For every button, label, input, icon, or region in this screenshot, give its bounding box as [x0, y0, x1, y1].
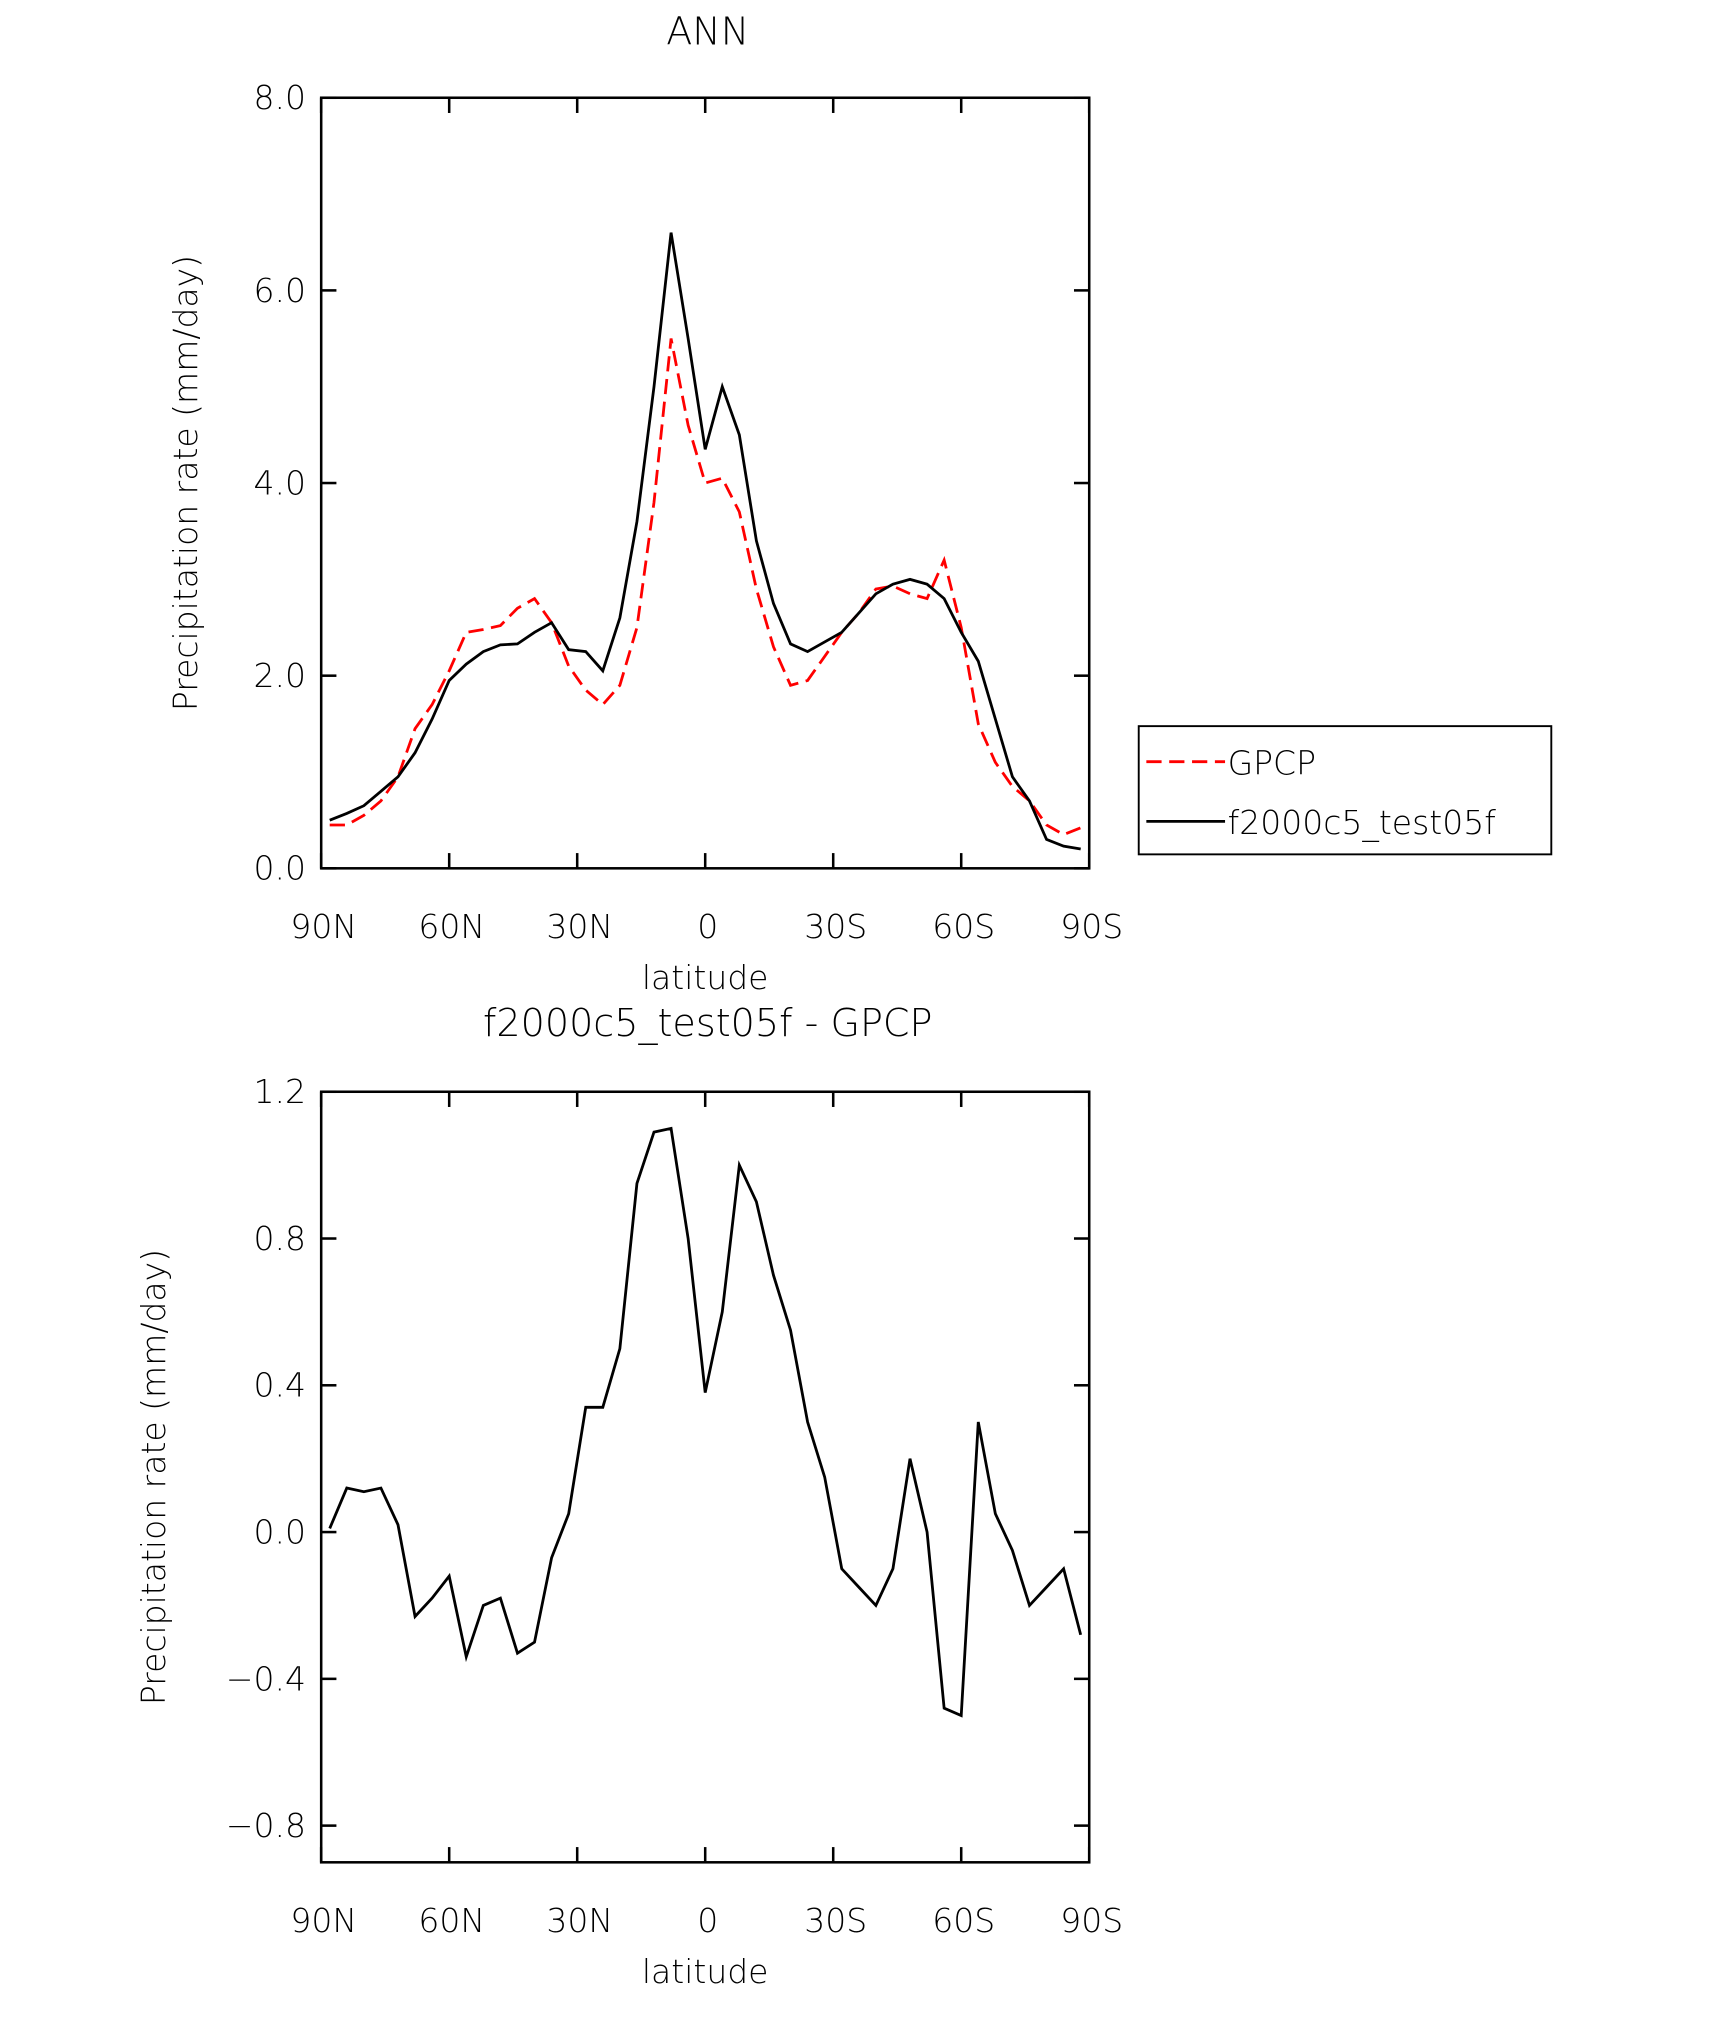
y-tick-label: 0.0 [253, 1512, 305, 1551]
plot-frame [319, 1090, 1091, 1864]
x-tick-label: 0 [697, 1901, 718, 1940]
y-tick-label: 6.0 [253, 271, 305, 310]
x-tick-label: 60S [932, 1901, 995, 1940]
x-tick-label: 90S [1060, 907, 1123, 946]
x-tick-label: 90N [290, 907, 357, 946]
legend-box [1137, 725, 1553, 856]
y-tick-label: 4.0 [253, 463, 305, 502]
y-tick-label: −0.4 [226, 1659, 306, 1698]
x-tick-label: 90S [1060, 1901, 1123, 1940]
y-tick-label: 0.8 [253, 1219, 305, 1258]
data-line [328, 1126, 1083, 1718]
x-tick-label: 90N [290, 1901, 357, 1940]
legend-label: GPCP [1228, 743, 1316, 782]
x-tick-label: 60N [418, 1901, 485, 1940]
data-line [329, 338, 1082, 837]
x-tick-label: 60S [932, 907, 995, 946]
data-line [329, 232, 1081, 851]
y-tick-label: 0.0 [253, 849, 305, 888]
x-axis-label: latitude [642, 958, 769, 997]
x-tick-label: 0 [697, 907, 718, 946]
x-tick-label: 30N [546, 1901, 613, 1940]
legend-label: f2000c5_test05f [1228, 803, 1497, 843]
y-tick-label: 1.2 [253, 1072, 305, 1111]
plot-frame [319, 96, 1091, 870]
x-tick-label: 60N [418, 907, 485, 946]
x-tick-label: 30S [804, 907, 867, 946]
chart-title: f2000c5_test05f - GPCP [483, 1001, 932, 1046]
y-axis-label: Precipitation rate (mm/day) [134, 1249, 173, 1705]
y-tick-label: 0.4 [253, 1366, 305, 1405]
x-tick-label: 30N [546, 907, 613, 946]
x-axis-label: latitude [642, 1952, 769, 1991]
x-tick-label: 30S [804, 1901, 867, 1940]
y-tick-label: 2.0 [253, 656, 305, 695]
y-tick-label: −0.8 [226, 1806, 306, 1845]
chart-title: ANN [666, 9, 749, 53]
y-tick-label: 8.0 [253, 78, 305, 117]
y-axis-label: Precipitation rate (mm/day) [166, 255, 205, 711]
